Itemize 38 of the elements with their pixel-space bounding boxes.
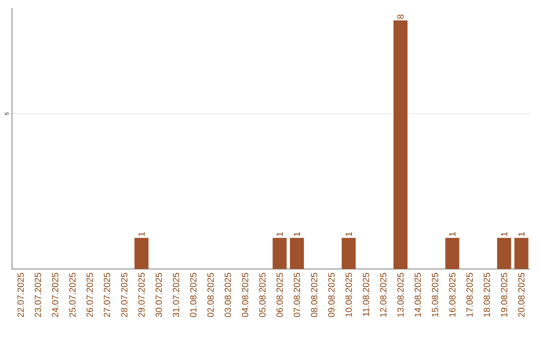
x-tick-label: 20.08.2025: [518, 272, 525, 317]
x-tick-label: 17.08.2025: [466, 272, 473, 317]
x-tick-label: 19.08.2025: [500, 272, 508, 317]
data-label: 1: [518, 232, 524, 236]
x-tick-label: 04.08.2025: [242, 272, 248, 318]
data-label: 1: [138, 232, 145, 236]
x-tick-label: 02.08.2025: [207, 272, 214, 318]
x-tick-label: 24.07.2025: [52, 272, 58, 317]
x-tick-label: 12.08.2025: [380, 272, 386, 317]
data-label: 1: [346, 232, 352, 236]
x-tick-label: 05.08.2025: [259, 272, 266, 318]
x-tick-label: 28.07.2025: [121, 272, 128, 317]
x-tick-label: 25.07.2025: [69, 272, 76, 317]
x-tick-label: 01.08.2025: [190, 272, 196, 318]
x-tick-label: 10.08.2025: [346, 272, 352, 317]
data-label: 1: [294, 232, 300, 236]
data-label: 1: [449, 232, 456, 236]
x-tick-label: 09.08.2025: [328, 272, 335, 318]
x-tick-label: 06.08.2025: [276, 272, 283, 318]
data-label: 8: [397, 14, 404, 19]
data-label: 1: [501, 232, 508, 236]
x-tick-label: 07.08.2025: [294, 272, 300, 318]
x-tick-label: 14.08.2025: [414, 272, 421, 317]
x-tick-label: 18.08.2025: [484, 272, 490, 317]
x-tick-label: 13.08.2025: [397, 272, 404, 317]
x-tick-label: 27.07.2025: [104, 272, 110, 317]
x-tick-label: 15.08.2025: [432, 272, 438, 317]
x-tick-label: 22.07.2025: [17, 272, 24, 317]
x-tick-label: 23.07.2025: [34, 272, 42, 317]
x-tick-label: 26.07.2025: [86, 272, 93, 317]
x-tick-label: 11.08.2025: [362, 272, 370, 316]
x-tick-label: 08.08.2025: [310, 272, 318, 318]
data-label: 1: [276, 232, 283, 236]
x-tick-label: 30.07.2025: [156, 272, 162, 318]
x-tick-label: 16.08.2025: [449, 272, 456, 317]
x-tick-label: 31.07.2025: [172, 272, 180, 318]
x-tick-label: 29.07.2025: [138, 272, 145, 317]
x-tick-label: 03.08.2025: [224, 272, 232, 318]
